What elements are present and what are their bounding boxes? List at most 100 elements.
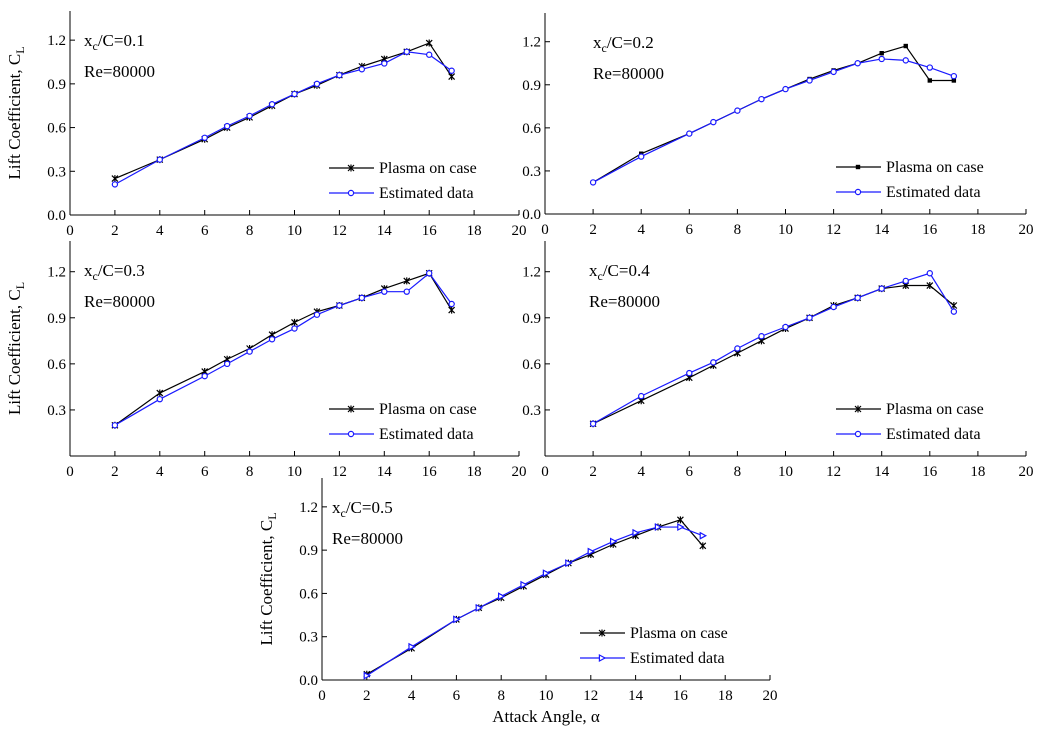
x-tick-label: 12 bbox=[583, 688, 598, 704]
x-tick-label: 18 bbox=[970, 464, 985, 480]
y-axis-label-part: Lift Coefficient, C bbox=[5, 54, 24, 180]
marker bbox=[268, 101, 276, 108]
legend-label: Estimated data bbox=[379, 185, 474, 202]
y-tick-label: 0.3 bbox=[522, 403, 541, 419]
marker bbox=[734, 345, 741, 352]
marker bbox=[806, 77, 813, 84]
legend-marker bbox=[347, 164, 355, 172]
x-tick-label: 16 bbox=[422, 464, 438, 480]
x-tick-label: 2 bbox=[589, 222, 597, 238]
subplot: 0.0 0.3 0.6 0.9 1.2 0 2 4 6 8 10 12 14 16 18 20 xc/C=0.5… bbox=[257, 478, 778, 726]
marker bbox=[878, 285, 885, 292]
y-axis-label-sub: L bbox=[13, 46, 27, 53]
marker bbox=[677, 523, 685, 532]
subplot: 0.3 0.6 0.9 1.2 0 2 4 6 8 10 12 14 16 18 20 xc/C=0.3 Re=… bbox=[5, 241, 527, 480]
marker bbox=[610, 537, 618, 546]
marker bbox=[201, 372, 208, 380]
x-tick-label: 2 bbox=[111, 464, 119, 480]
marker bbox=[111, 181, 119, 188]
x-tick-label: 16 bbox=[422, 223, 438, 239]
marker bbox=[358, 294, 366, 302]
x-tick-label: 10 bbox=[287, 223, 302, 239]
x-tick-label: 8 bbox=[246, 223, 254, 239]
x-tick-label: 2 bbox=[111, 223, 119, 239]
marker bbox=[699, 531, 708, 540]
x-tick-label: 14 bbox=[628, 688, 644, 704]
y-tick-label: 1.2 bbox=[47, 33, 66, 49]
case-label: xc/C=0.5 bbox=[332, 498, 393, 520]
marker bbox=[926, 64, 934, 71]
marker bbox=[903, 43, 908, 49]
x-tick-label: 16 bbox=[922, 464, 938, 480]
x-tick-label: 16 bbox=[922, 222, 938, 238]
x-tick-label: 12 bbox=[332, 223, 347, 239]
marker bbox=[448, 300, 455, 308]
x-tick-label: 10 bbox=[778, 222, 793, 238]
x-axis-label: Attack Angle, α bbox=[492, 707, 600, 726]
case-label-part: x bbox=[84, 261, 93, 280]
marker bbox=[426, 51, 433, 58]
marker bbox=[758, 333, 765, 340]
x-tick-label: 20 bbox=[512, 223, 527, 239]
marker bbox=[676, 516, 684, 524]
x-tick-label: 20 bbox=[1019, 222, 1034, 238]
marker bbox=[632, 528, 640, 537]
legend-label: Estimated data bbox=[886, 426, 981, 443]
legend-marker bbox=[855, 164, 861, 170]
marker bbox=[830, 303, 837, 311]
x-tick-label: 0 bbox=[541, 464, 549, 480]
x-tick-label: 4 bbox=[637, 464, 645, 480]
x-tick-label: 6 bbox=[453, 688, 461, 704]
legend-label: Plasma on case bbox=[379, 401, 477, 418]
marker bbox=[686, 130, 693, 137]
marker bbox=[589, 420, 597, 427]
y-axis-label-part: Lift Coefficient, C bbox=[5, 289, 24, 415]
marker bbox=[291, 325, 298, 332]
x-tick-label: 10 bbox=[287, 464, 302, 480]
marker bbox=[336, 302, 343, 309]
marker bbox=[734, 107, 741, 114]
subplot: 0.3 0.6 0.9 1.2 0 2 4 6 8 10 12 14 16 18 20 xc/C=0.4 Re=… bbox=[522, 241, 1034, 480]
marker bbox=[926, 282, 934, 290]
re-label: Re=80000 bbox=[593, 64, 664, 83]
x-tick-label: 14 bbox=[377, 223, 393, 239]
y-tick-label: 0.3 bbox=[47, 403, 66, 419]
marker bbox=[201, 134, 208, 141]
legend-marker bbox=[598, 629, 606, 637]
marker bbox=[927, 78, 932, 83]
marker bbox=[950, 72, 958, 80]
case-label-part: /C=0.5 bbox=[346, 498, 393, 517]
y-tick-label: 0.3 bbox=[522, 164, 541, 180]
marker bbox=[782, 323, 789, 331]
y-tick-label: 0.9 bbox=[47, 311, 66, 327]
marker bbox=[710, 359, 717, 366]
x-tick-label: 4 bbox=[156, 223, 164, 239]
marker bbox=[587, 547, 596, 556]
x-tick-label: 6 bbox=[201, 464, 209, 480]
x-tick-label: 0 bbox=[66, 464, 74, 480]
marker bbox=[291, 90, 298, 98]
case-label: xc/C=0.2 bbox=[593, 33, 654, 55]
x-tick-label: 0 bbox=[318, 688, 326, 704]
legend-marker bbox=[854, 430, 862, 438]
x-tick-label: 6 bbox=[686, 222, 694, 238]
y-axis-label-sub: L bbox=[265, 512, 279, 519]
series-line bbox=[366, 526, 704, 677]
x-tick-label: 12 bbox=[826, 222, 841, 238]
series-line bbox=[592, 58, 955, 183]
x-tick-label: 8 bbox=[734, 222, 742, 238]
x-tick-label: 6 bbox=[201, 223, 209, 239]
marker bbox=[498, 592, 506, 601]
x-tick-label: 12 bbox=[826, 464, 841, 480]
x-tick-label: 18 bbox=[970, 222, 985, 238]
marker bbox=[246, 348, 253, 355]
marker bbox=[879, 51, 884, 56]
marker bbox=[542, 569, 551, 578]
case-label: xc/C=0.1 bbox=[84, 31, 145, 53]
y-tick-label: 0.6 bbox=[522, 121, 541, 137]
marker bbox=[854, 60, 861, 67]
y-tick-label: 1.2 bbox=[522, 265, 541, 281]
marker bbox=[830, 68, 837, 76]
marker bbox=[223, 360, 231, 368]
